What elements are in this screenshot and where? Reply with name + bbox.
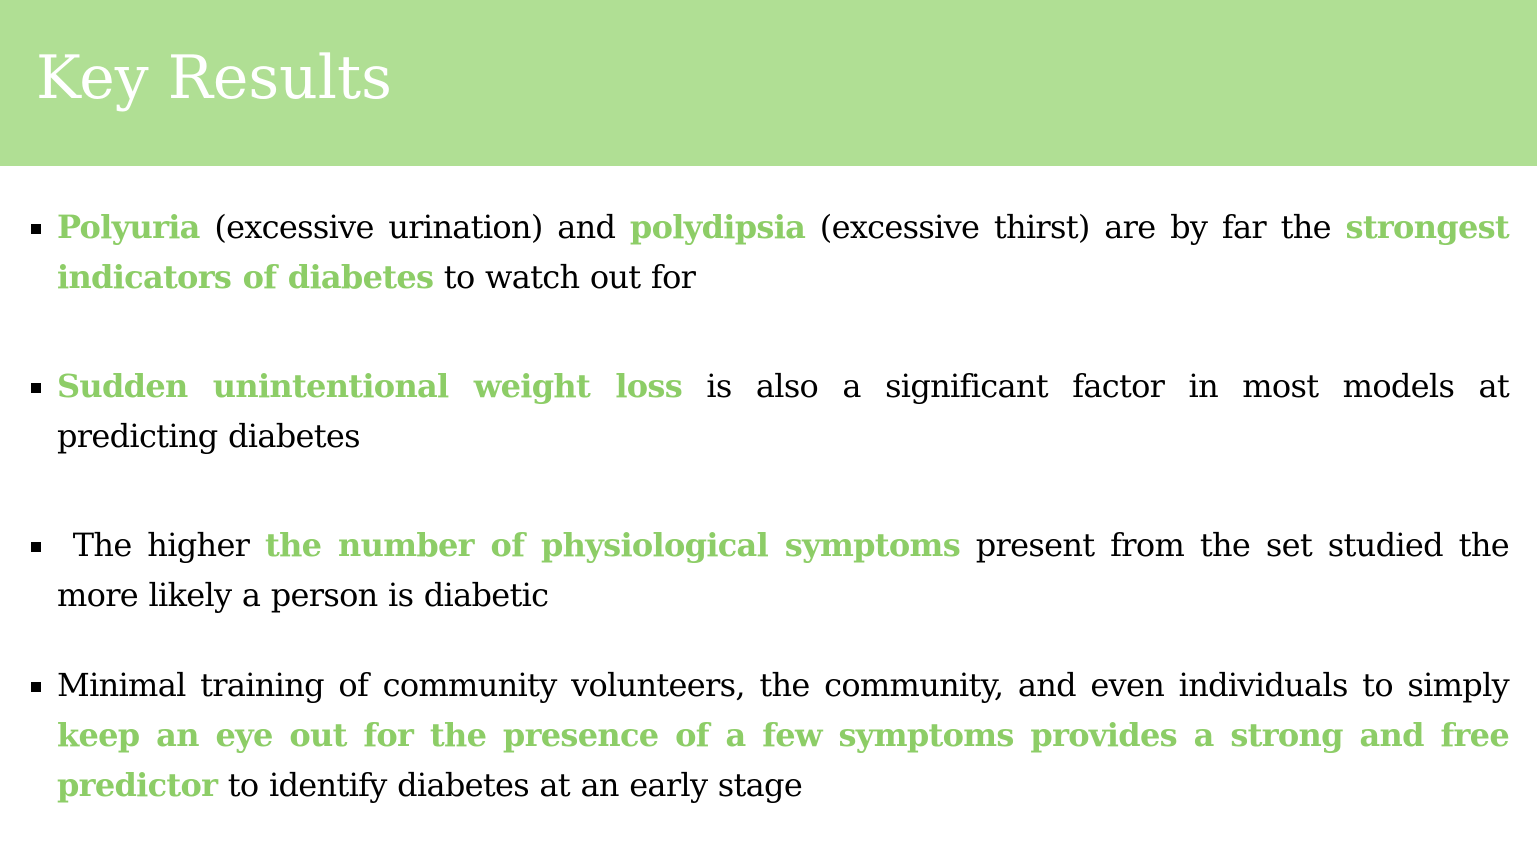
highlight-text: polydipsia bbox=[629, 208, 806, 246]
body-text: The higher bbox=[72, 526, 266, 564]
bullet-text: Polyuria (excessive urination) and polyd… bbox=[57, 202, 1510, 302]
body-text: (excessive urination) and bbox=[199, 208, 630, 246]
slide-title: Key Results bbox=[36, 43, 392, 113]
bullet-text: Minimal training of community volunteers… bbox=[57, 660, 1510, 810]
highlight-text: keep an eye out for the presence of a fe… bbox=[57, 716, 1510, 804]
body-text: to watch out for bbox=[433, 258, 696, 296]
body-text: is also a significant factor in most mod… bbox=[57, 367, 1510, 455]
bullet-text: The higher the number of physiological s… bbox=[57, 520, 1510, 620]
body-text: to identify diabetes at an early stage bbox=[217, 766, 803, 804]
square-bullet-icon bbox=[31, 542, 41, 552]
square-bullet-icon bbox=[31, 383, 41, 393]
square-bullet-icon bbox=[31, 224, 41, 234]
body-text: Minimal training of community volunteers… bbox=[57, 666, 1510, 704]
highlight-text: Sudden unintentional weight loss bbox=[57, 367, 683, 405]
highlight-text: Polyuria bbox=[57, 208, 200, 246]
body-text: present from the set studied the more li… bbox=[57, 526, 1510, 614]
title-banner: Key Results bbox=[0, 0, 1537, 166]
highlight-text: strongest indicators of diabetes bbox=[57, 208, 1510, 296]
bullet-text: Sudden unintentional weight loss is also… bbox=[57, 361, 1510, 461]
highlight-text: the number of physiological symptoms bbox=[265, 526, 961, 564]
square-bullet-icon bbox=[31, 682, 41, 692]
body-text: (excessive thirst) are by far the bbox=[805, 208, 1346, 246]
